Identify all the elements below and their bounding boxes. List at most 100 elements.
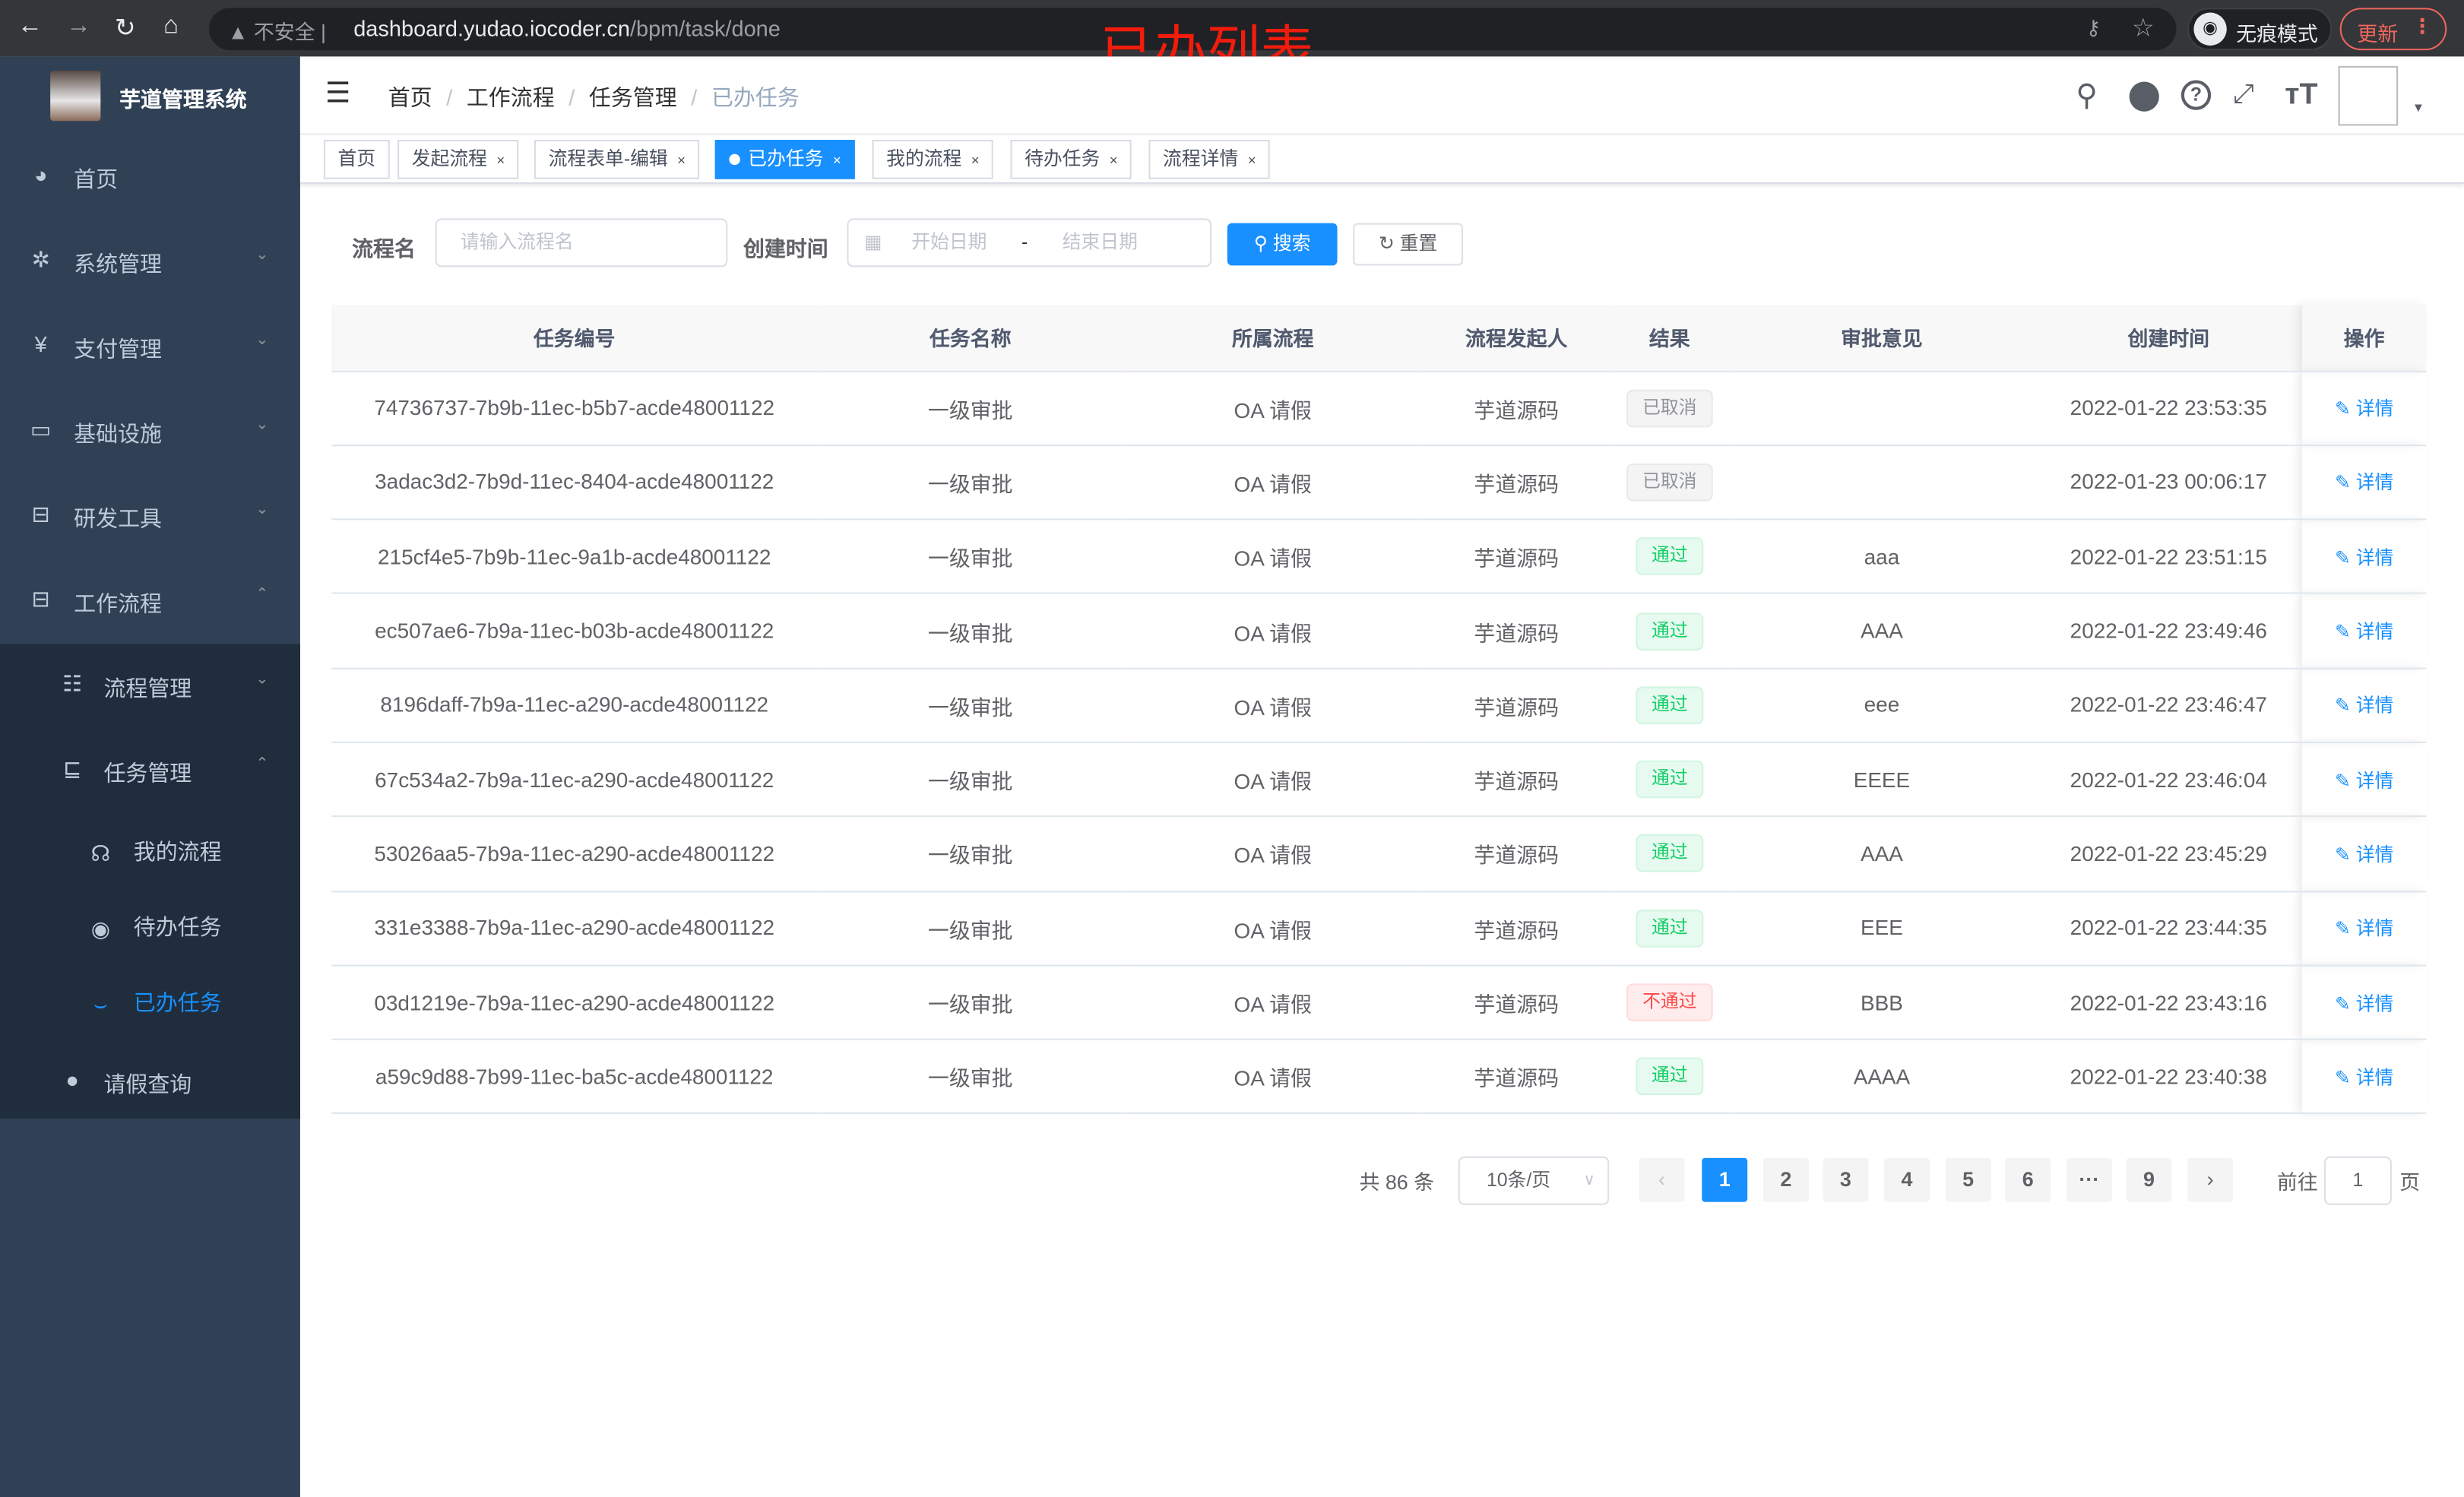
hamburger-icon[interactable]: ☰: [325, 77, 351, 109]
process-name-input[interactable]: 请输入流程名: [435, 218, 728, 267]
tag-0[interactable]: 首页: [323, 140, 390, 179]
page-2-button[interactable]: 3: [1823, 1157, 1869, 1202]
sidebar-item-home[interactable]: ◕ 首页: [0, 135, 300, 220]
table-row: 53026aa5-7b9a-11ec-a290-acde48001122 一级审…: [331, 816, 2427, 892]
sidebar-item-devtools[interactable]: ⊟ 研发工具 ⌄: [0, 474, 300, 559]
close-icon[interactable]: ×: [496, 152, 505, 169]
detail-button[interactable]: ✎ 详情: [2335, 695, 2393, 717]
page-6-button[interactable]: ···: [2066, 1157, 2112, 1202]
caret-down-icon[interactable]: ▼: [2412, 100, 2425, 115]
detail-button[interactable]: ✎ 详情: [2335, 546, 2393, 568]
url-host: dashboard.yudao.iocoder.cn: [353, 15, 630, 41]
page-7-button[interactable]: 9: [2126, 1157, 2172, 1202]
sidebar-item-pay[interactable]: ¥ 支付管理 ⌄: [0, 305, 300, 390]
home-icon[interactable]: ⌂: [163, 12, 179, 40]
sidebar-item-done-task[interactable]: ⌣ 已办任务: [0, 965, 300, 1040]
comment: AAA: [1728, 593, 2035, 669]
browser-toolbar: ← → ↻ ⌂ ▲ 不安全 | dashboard.yudao.iocoder.…: [0, 0, 2464, 57]
close-icon[interactable]: ×: [832, 152, 841, 169]
sidebar-item-todo-task[interactable]: ◉ 待办任务: [0, 889, 300, 964]
search-icon[interactable]: ⚲: [2076, 80, 2098, 113]
edit-icon: ✎: [2335, 546, 2356, 568]
tag-2[interactable]: 流程表单-编辑 ×: [534, 140, 700, 179]
close-icon[interactable]: ×: [677, 152, 686, 169]
logo-image: [50, 71, 101, 122]
tag-3[interactable]: 已办任务 ×: [714, 140, 856, 179]
detail-button[interactable]: ✎ 详情: [2335, 992, 2393, 1014]
page-5-button[interactable]: 6: [2005, 1157, 2051, 1202]
table-row: 3adac3d2-7b9d-11ec-8404-acde48001122 一级审…: [331, 445, 2427, 521]
reload-icon[interactable]: ↻: [114, 15, 136, 43]
sidebar-item-leave-query[interactable]: ● 请假查询: [0, 1040, 300, 1125]
reset-button[interactable]: ↻ 重置: [1353, 223, 1463, 266]
fullscreen-icon[interactable]: ⤢: [2233, 78, 2255, 109]
back-icon[interactable]: ←: [17, 12, 43, 40]
tag-5[interactable]: 待办任务 ×: [1010, 140, 1132, 179]
sidebar-logo[interactable]: 芋道管理系统: [0, 56, 300, 135]
breadcrumb-home[interactable]: 首页: [388, 84, 432, 110]
detail-button[interactable]: ✎ 详情: [2335, 843, 2393, 866]
detail-button[interactable]: ✎ 详情: [2335, 621, 2393, 643]
end-date-placeholder[interactable]: 结束日期: [1062, 230, 1138, 253]
monitor-icon: ▭: [30, 416, 52, 442]
task-id: 215cf4e5-7b9b-11ec-9a1b-acde48001122: [331, 519, 818, 595]
breadcrumb-current: 已办任务: [711, 84, 800, 110]
detail-button[interactable]: ✎ 详情: [2335, 769, 2393, 791]
close-icon[interactable]: ×: [1247, 152, 1256, 169]
starter: 芋道源码: [1422, 593, 1611, 669]
edit-icon: ✎: [2335, 695, 2356, 717]
page-0-button[interactable]: 1: [1702, 1157, 1748, 1202]
page-size-select[interactable]: 10条/页 ∨: [1458, 1156, 1610, 1205]
comment: AAAA: [1728, 1040, 2035, 1115]
key-icon[interactable]: ⚷: [2086, 15, 2101, 40]
detail-button[interactable]: ✎ 详情: [2335, 1067, 2393, 1089]
incognito-badge[interactable]: ◉ 无痕模式: [2187, 8, 2333, 51]
done-icon: ⌣: [93, 991, 108, 1017]
sidebar-item-infra[interactable]: ▭ 基础设施 ⌄: [0, 390, 300, 475]
help-icon[interactable]: ?: [2181, 80, 2212, 110]
comment: aaa: [1728, 519, 2035, 595]
result-badge: 通过: [1636, 909, 1704, 948]
address-bar[interactable]: ▲ 不安全 | dashboard.yudao.iocoder.cn/bpm/t…: [208, 8, 2177, 51]
update-button[interactable]: 更新 ⋮: [2339, 8, 2447, 51]
search-button[interactable]: ⚲ 搜索: [1227, 223, 1338, 266]
page-4-button[interactable]: 5: [1945, 1157, 1991, 1202]
detail-button[interactable]: ✎ 详情: [2335, 397, 2393, 419]
forward-icon[interactable]: →: [65, 12, 91, 40]
sidebar-item-system[interactable]: ✲ 系统管理 ⌄: [0, 220, 300, 305]
user-icon: ●: [65, 1066, 79, 1092]
date-range-picker[interactable]: ▦ 开始日期 - 结束日期: [847, 218, 1212, 267]
github-icon[interactable]: [2129, 81, 2159, 112]
detail-button[interactable]: ✎ 详情: [2335, 918, 2393, 940]
detail-button[interactable]: ✎ 详情: [2335, 472, 2393, 494]
tag-label: 流程表单-编辑: [548, 147, 668, 170]
next-page-button[interactable]: ›: [2187, 1157, 2234, 1202]
page-3-button[interactable]: 4: [1884, 1157, 1930, 1202]
date-separator: -: [1021, 230, 1028, 253]
breadcrumb-workflow[interactable]: 工作流程: [466, 84, 555, 110]
comment: [1728, 370, 2035, 446]
tag-6[interactable]: 流程详情 ×: [1148, 140, 1271, 179]
sidebar-item-task-management[interactable]: ⊑ 任务管理 ⌃: [0, 729, 300, 814]
start-date-placeholder[interactable]: 开始日期: [911, 230, 987, 253]
sidebar-item-process-management[interactable]: ☷ 流程管理 ⌄: [0, 644, 300, 730]
process-name-placeholder: 请输入流程名: [460, 230, 574, 253]
prev-page-button[interactable]: ‹: [1639, 1157, 1685, 1202]
avatar[interactable]: [2338, 65, 2399, 126]
create-time: 2022-01-22 23:43:16: [2035, 965, 2303, 1041]
total-count: 共 86 条: [1359, 1170, 1435, 1195]
star-icon[interactable]: ☆: [2132, 15, 2155, 43]
goto-page-input[interactable]: 1: [2323, 1156, 2392, 1205]
font-size-icon[interactable]: ᴛT: [2285, 78, 2318, 112]
sidebar-item-workflow[interactable]: ⊟ 工作流程 ⌃: [0, 559, 300, 644]
close-icon[interactable]: ×: [1109, 152, 1118, 169]
breadcrumb-task-management[interactable]: 任务管理: [588, 84, 677, 110]
warning-icon: ▲ 不安全 |: [227, 20, 327, 44]
tag-1[interactable]: 发起流程 ×: [397, 140, 519, 179]
tag-4[interactable]: 我的流程 ×: [872, 140, 994, 179]
close-icon[interactable]: ×: [971, 152, 980, 169]
process-name: OA 请假: [1123, 668, 1423, 743]
search-icon: ⚲: [1253, 233, 1273, 255]
page-1-button[interactable]: 2: [1762, 1157, 1809, 1202]
sidebar-item-my-process[interactable]: ☊ 我的流程: [0, 814, 300, 889]
